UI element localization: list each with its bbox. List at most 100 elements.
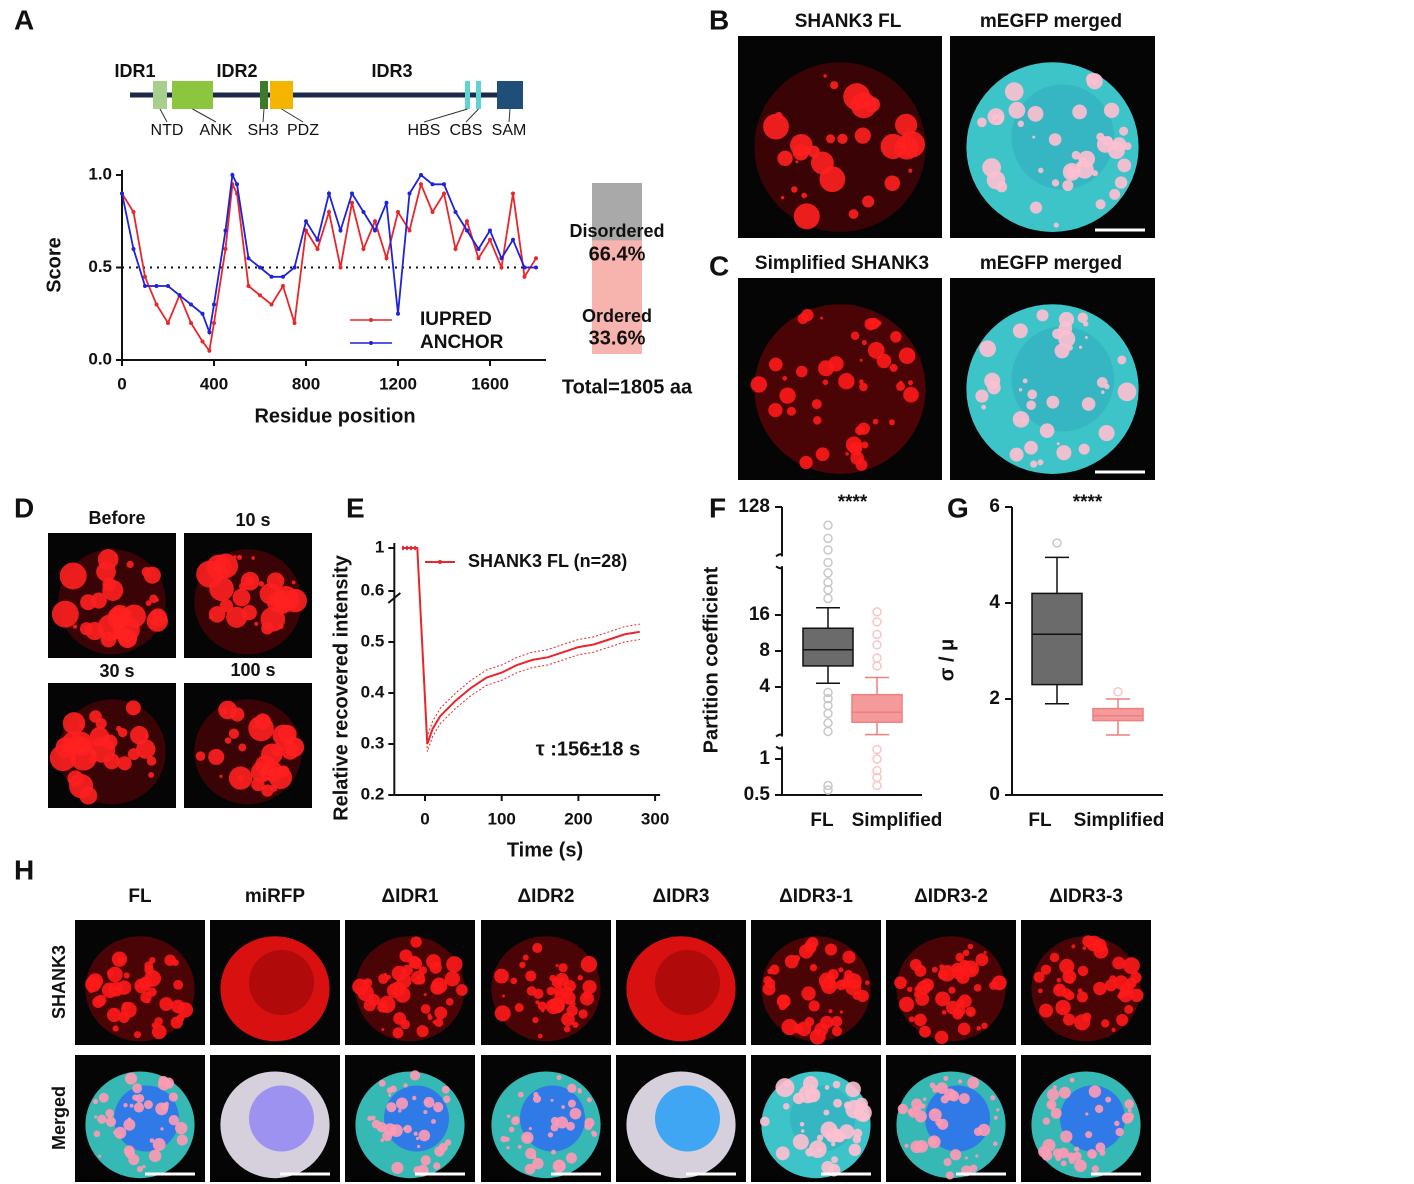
punctum (825, 1128, 841, 1143)
punctum (759, 1116, 770, 1127)
outlier (823, 568, 833, 578)
punctum (861, 441, 869, 449)
punctum (899, 380, 903, 385)
punctum (146, 610, 169, 632)
column-title: ΔIDR3-3 (1049, 886, 1123, 907)
series-point (269, 302, 274, 307)
punctum (134, 978, 150, 994)
punctum (1018, 388, 1023, 392)
punctum (62, 712, 86, 735)
punctum (1103, 135, 1113, 146)
punctum (967, 1076, 980, 1089)
punctum (805, 1147, 815, 1157)
outlier (872, 765, 882, 776)
punctum (386, 983, 403, 999)
punctum (577, 1089, 582, 1094)
series-point (361, 247, 366, 251)
punctum (975, 953, 989, 967)
punctum (560, 977, 565, 982)
punctum (566, 1121, 575, 1131)
legend-dot (369, 341, 373, 345)
punctum (897, 1103, 909, 1115)
punctum (778, 1002, 787, 1011)
punctum (431, 1118, 436, 1124)
punctum (228, 766, 253, 790)
punctum (582, 979, 597, 995)
series-point (292, 321, 297, 325)
y-tick-label: 0.5 (361, 631, 385, 650)
series-point (315, 247, 320, 251)
punctum (580, 956, 598, 973)
series-point (407, 228, 412, 233)
punctum (501, 994, 505, 998)
box (851, 693, 903, 723)
punctum (1086, 73, 1103, 90)
outlier (872, 629, 882, 640)
punctum (120, 1002, 137, 1018)
series-point (200, 311, 205, 316)
punctum (931, 966, 938, 973)
punctum (508, 1126, 515, 1133)
punctum (173, 979, 184, 990)
punctum (133, 1031, 142, 1039)
series-point (223, 247, 228, 251)
punctum (1081, 397, 1096, 411)
series-point (189, 302, 193, 307)
punctum (168, 1114, 180, 1126)
domain-box (476, 81, 481, 109)
punctum (990, 1095, 996, 1101)
punctum (418, 1129, 431, 1142)
caption: Total=1805 aa (562, 376, 693, 398)
punctum (98, 1154, 102, 1158)
series-point (315, 237, 320, 242)
punctum (444, 971, 461, 987)
punctum (123, 1103, 128, 1108)
punctum (889, 363, 898, 372)
punctum (72, 624, 78, 629)
outlier (823, 726, 833, 737)
punctum (1067, 1152, 1076, 1161)
domain-connector (159, 108, 168, 123)
punctum (1085, 1131, 1093, 1139)
punctum (443, 1095, 451, 1103)
punctum (1074, 1146, 1080, 1152)
punctum (420, 1155, 431, 1166)
outlier (823, 708, 833, 719)
punctum (763, 113, 789, 140)
punctum (558, 963, 568, 973)
micrograph (616, 1055, 746, 1182)
punctum (148, 771, 155, 778)
punctum (1046, 1099, 1057, 1110)
punctum (1096, 132, 1105, 141)
punctum (102, 579, 124, 601)
panel-label: H (14, 854, 34, 885)
punctum (94, 1115, 98, 1119)
nucleus (655, 1085, 720, 1152)
series-point (304, 219, 308, 224)
punctum (1098, 425, 1115, 442)
punctum (416, 1025, 429, 1038)
punctum (410, 957, 423, 970)
y-axis-title: Relative recovered intensity (330, 554, 352, 821)
punctum (1065, 990, 1075, 1001)
punctum (1062, 1013, 1076, 1026)
punctum (433, 1162, 441, 1170)
punctum (1109, 188, 1121, 200)
punctum (769, 964, 780, 975)
x-tick-label: Simplified (852, 810, 943, 831)
punctum (550, 998, 565, 1014)
punctum (398, 1109, 402, 1113)
micrograph (48, 533, 176, 658)
x-tick-label: 300 (641, 809, 669, 828)
punctum (213, 553, 239, 579)
punctum (955, 952, 965, 962)
punctum (861, 340, 867, 346)
y-tick-label: 0 (989, 784, 1000, 805)
column-title: miRFP (245, 886, 306, 907)
punctum (777, 150, 793, 167)
punctum (984, 372, 1001, 389)
outlier (872, 653, 882, 663)
series-point (453, 247, 458, 251)
y-tick-label: 4 (989, 592, 1000, 613)
punctum (775, 1146, 790, 1161)
